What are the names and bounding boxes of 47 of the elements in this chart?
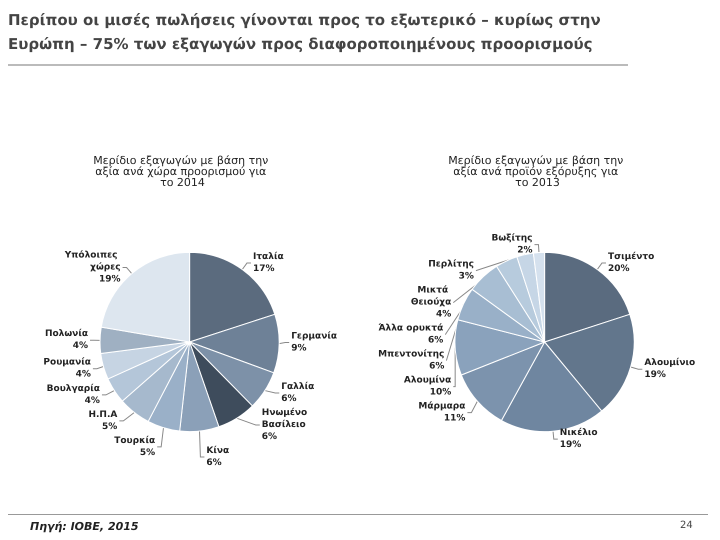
slice-label: Μικτά Θειούχα (410, 284, 452, 308)
slice-label: Τσιμέντο (608, 251, 654, 262)
data-label: 5% (102, 422, 118, 432)
slice-label: Μάρμαρα (418, 400, 466, 412)
slice-label: Νικέλιο (560, 427, 598, 438)
data-label: 17% (252, 264, 275, 274)
data-label: 20% (608, 264, 630, 274)
slice-label: Η.Π.Α (88, 410, 118, 420)
slice-label: Ιταλία (252, 251, 284, 262)
slice-label: Πολωνία (44, 328, 88, 340)
data-label: 6% (281, 394, 297, 404)
slice-label: Κίνα (206, 445, 230, 456)
data-label: 4% (436, 310, 452, 320)
slice-label: Τουρκία (114, 434, 156, 446)
data-label: 19% (99, 274, 121, 284)
data-label: 6% (429, 362, 444, 372)
data-label: 6% (428, 336, 444, 346)
chart-title: Μερίδιο εξαγωγών με βάση την αξία ανά προϊόν εξόρυξης για το 2013 (448, 154, 627, 189)
chart-title: Μερίδιο εξαγωγών με βάση την αξία ανά χώρα προορισμού για το 2014 (93, 154, 272, 189)
slice-label: Γαλλία (281, 381, 314, 392)
slice-label: Αλουμίνιο (644, 357, 696, 368)
data-label: 5% (140, 448, 156, 458)
slice-label: Περλίτης (428, 258, 474, 270)
data-label: 10% (430, 388, 452, 398)
text: 24 (680, 520, 693, 531)
slice-label: Βουλγαρία (46, 382, 100, 394)
data-label: 4% (84, 396, 100, 406)
data-label: 4% (76, 370, 91, 380)
data-label: 6% (206, 458, 222, 468)
slice-label: Βωξίτης (491, 232, 532, 244)
slice-label: Υπόλοιπες χώρες (64, 249, 121, 272)
data-label: 2% (517, 246, 532, 256)
data-label: 19% (560, 440, 582, 450)
data-label: 6% (262, 432, 278, 442)
slice-label: Άλλα ορυκτά (378, 322, 444, 334)
slice-label: Γερμανία (291, 330, 338, 342)
slice-label: Ηνωμένο Βασίλειο (262, 407, 310, 430)
data-label: 19% (644, 370, 666, 380)
text: Πηγή: ΙΟΒΕ, 2015 (30, 520, 139, 533)
data-label: 4% (72, 341, 88, 352)
slice-label: Ρουμανία (43, 356, 91, 368)
slice-label: Μπεντονίτης (378, 348, 444, 360)
data-label: 11% (444, 414, 466, 424)
data-label: 3% (458, 272, 474, 282)
slice-label: Αλουμίνα (404, 374, 452, 386)
data-label: 9% (291, 344, 306, 354)
text: Περίπου οι μισές πωλήσεις γίνονται προς το εξωτερικό – κυρίως στην Ευρώπη – 75% των εξαγωγών προς διαφοροποιημένους προορισμούς (8, 10, 602, 55)
